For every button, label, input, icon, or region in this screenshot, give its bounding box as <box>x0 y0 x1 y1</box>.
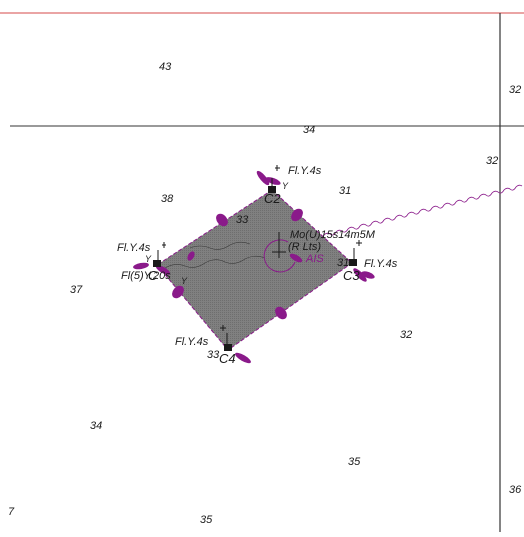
depth-sounding: 32 <box>400 329 412 341</box>
boundary-marker <box>187 251 195 261</box>
boundary-marker <box>291 208 303 222</box>
depth-sounding: 37 <box>70 284 83 296</box>
buoy-light-label: Fl.Y.4s <box>175 336 209 348</box>
depth-sounding: 7 <box>8 506 15 518</box>
buoy-light-label: Fl.Y.4s <box>117 242 151 254</box>
depth-sounding: 32 <box>486 155 498 167</box>
buoy-c4[interactable] <box>220 325 252 365</box>
center-light-symbol[interactable] <box>263 232 303 273</box>
depth-sounding: 31 <box>339 185 351 197</box>
depth-sounding: 33 <box>236 214 249 226</box>
boundary-marker <box>216 213 228 227</box>
center-topmark-label: Y <box>181 276 188 286</box>
submarine-cable-line <box>299 184 523 241</box>
ais-label: AIS <box>305 253 324 265</box>
boundary-marker <box>275 306 287 320</box>
center-light-range-note: (R Lts) <box>288 241 321 253</box>
buoy-id-label: C3 <box>343 268 360 283</box>
depth-sounding: 35 <box>348 456 361 468</box>
buoy-id-label: C2 <box>264 191 281 206</box>
buoy-c3[interactable] <box>349 240 376 283</box>
depth-sounding: 31 <box>337 257 349 269</box>
buoy-c[interactable] <box>133 242 172 277</box>
boundary-marker <box>172 285 184 299</box>
depth-sounding: 34 <box>303 124 315 136</box>
depth-sounding: 35 <box>200 514 213 526</box>
buoy-id-label: C <box>148 268 158 283</box>
buoy-extra-light-label: Fl(5)Y.20s <box>121 270 171 282</box>
internal-cable-line <box>164 255 266 269</box>
depth-sounding: 32 <box>509 84 521 96</box>
buoy-id-label: C4 <box>219 351 236 366</box>
buoy-c2[interactable] <box>255 165 282 193</box>
center-light-character: Mo(U)15s14m5M <box>290 229 376 241</box>
buoy-topmark-label: Y <box>145 254 152 264</box>
internal-cable-line <box>189 241 251 250</box>
depth-sounding: 43 <box>159 61 172 73</box>
depth-sounding: 36 <box>509 484 522 496</box>
buoy-light-label: Fl.Y.4s <box>288 165 322 177</box>
depth-sounding: 38 <box>161 193 174 205</box>
depth-sounding: 34 <box>90 420 102 432</box>
buoy-topmark-label: Y <box>282 181 289 191</box>
depth-sounding: 33 <box>207 349 220 361</box>
buoy-light-label: Fl.Y.4s <box>364 258 398 270</box>
restricted-area[interactable] <box>156 189 353 351</box>
